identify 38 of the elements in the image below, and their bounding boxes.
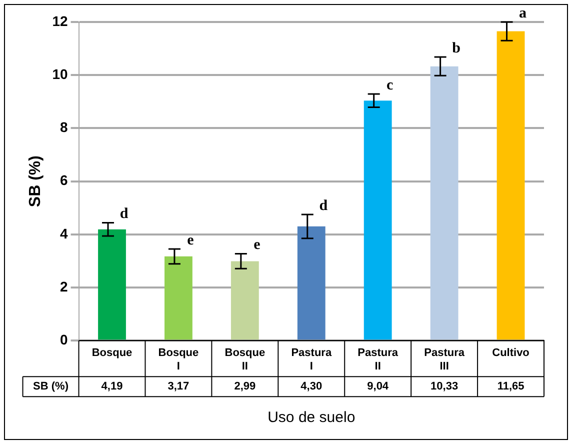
data-label: 10,33 [430,380,458,393]
bar [364,100,392,340]
y-axis-title: SB (%) [27,156,44,208]
data-label: 9,04 [367,380,390,393]
annotation: e [254,237,261,254]
y-tick-label: 10 [52,66,68,82]
bar [430,66,458,340]
data-label: 3,17 [168,380,190,393]
bar [496,31,525,340]
data-label: 4,30 [300,380,322,393]
data-label: 2,99 [234,380,256,393]
annotation: d [319,198,328,214]
text: SB (%) [33,380,68,393]
x-tick-label: Bosque I [158,347,199,372]
y-tick-label: 4 [60,225,68,242]
x-tick-label: Bosque II [224,347,266,372]
annotation: c [386,77,394,94]
annotation: b [452,40,460,56]
y-tick-label: 0 [60,331,68,348]
data-label: 4,19 [101,380,123,393]
annotation: e [187,232,194,248]
y-tick-label: 8 [60,119,68,136]
y-tick-label: 12 [52,12,68,29]
x-tick-label: Pastura I [291,347,332,372]
bar [297,226,326,340]
y-tick-label: 2 [60,278,68,294]
text: a [519,5,528,22]
bar [230,261,259,340]
x-tick-label: Pastura II [358,347,399,372]
y-tick-label: 6 [60,172,68,188]
x-tick-label: Cultivo [492,347,530,360]
bar [98,229,126,340]
x-tick-label: Pastura III [424,347,466,372]
x-tick-label: Bosque [92,347,132,360]
x-axis-title: Uso de suelo [268,409,356,426]
annotation: d [120,206,129,222]
bar [164,256,192,340]
data-label: 11,65 [497,380,524,393]
